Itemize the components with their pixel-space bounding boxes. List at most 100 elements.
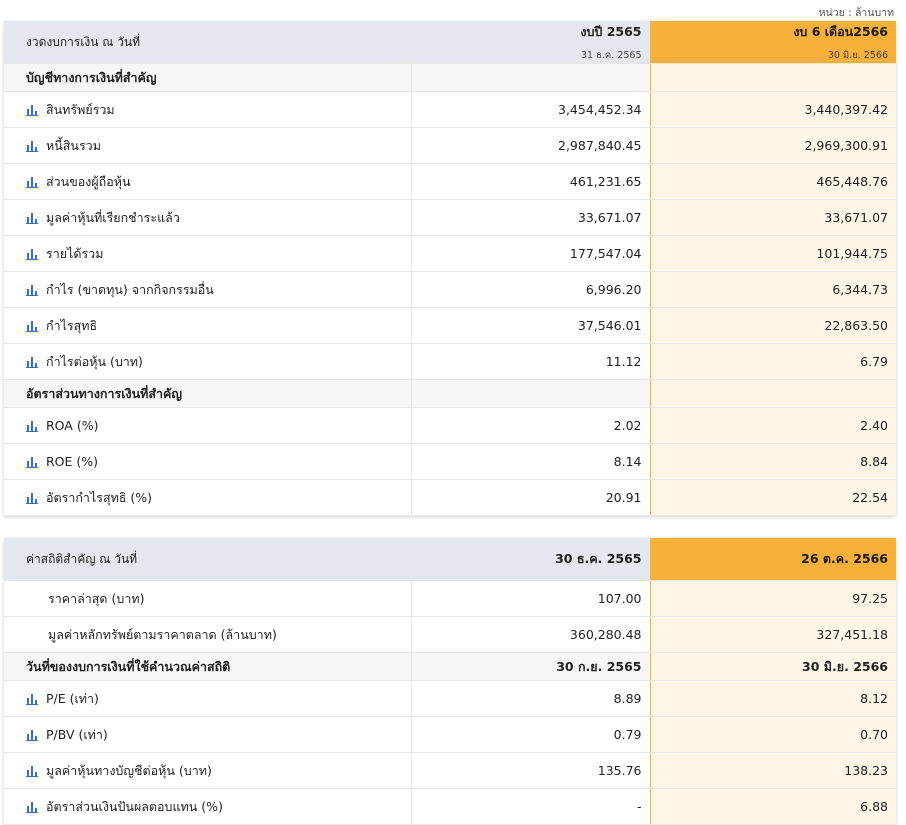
- bar-chart-icon[interactable]: [26, 765, 38, 777]
- row-label: ราคาล่าสุด (บาท): [48, 590, 145, 606]
- table-row: กำไรต่อหุ้น (บาท) 11.12 6.79: [4, 343, 896, 380]
- column-header-date2[interactable]: 26 ต.ค. 2566: [649, 538, 896, 581]
- row-label: ส่วนของผู้ถือหุ้น: [46, 173, 131, 189]
- row-label-cell: กำไร (ขาดทุน) จากกิจกรรมอื่น: [4, 271, 411, 308]
- bar-chart-icon[interactable]: [26, 284, 38, 296]
- value-cell: 33,671.07: [410, 199, 650, 236]
- financial-statements-table: งวดงบการเงิน ณ วันที่ งบปี 2565 31 ธ.ค. …: [4, 21, 896, 516]
- key-statistics-table: ค่าสถิติสำคัญ ณ วันที่ 30 ธ.ค. 2565 26 ต…: [4, 538, 896, 825]
- table-row: อัตรากำไรสุทธิ (%) 20.91 22.54: [4, 479, 896, 516]
- bar-chart-icon[interactable]: [26, 420, 38, 432]
- table-row: มูลค่าหลักทรัพย์ตามราคาตลาด (ล้านบาท) 360…: [4, 616, 896, 653]
- value-cell: 107.00: [410, 580, 650, 617]
- bar-chart-icon[interactable]: [26, 212, 38, 224]
- value-cell: 97.25: [649, 580, 896, 617]
- bar-chart-icon[interactable]: [26, 320, 38, 332]
- bar-chart-icon[interactable]: [26, 456, 38, 468]
- row-label-cell: P/BV (เท่า): [4, 716, 411, 753]
- value-cell: 465,448.76: [649, 163, 896, 200]
- row-label-cell: สินทรัพย์รวม: [4, 91, 411, 128]
- section-title: วันที่ของงบการเงินที่ใช้คำนวณค่าสถิติ: [4, 652, 411, 681]
- value-cell: 33,671.07: [649, 199, 896, 236]
- value-cell: 2,969,300.91: [649, 127, 896, 164]
- row-label: P/E (เท่า): [46, 690, 99, 706]
- section-title: บัญชีทางการเงินที่สำคัญ: [4, 63, 411, 92]
- value-cell: 101,944.75: [649, 235, 896, 272]
- row-label: ROA (%): [46, 418, 99, 433]
- unit-note: หน่วย : ล้านบาท: [818, 7, 894, 19]
- value-cell: 30 ก.ย. 2565: [410, 652, 650, 681]
- value-cell: 2.02: [410, 407, 650, 444]
- column-header-2565[interactable]: งบปี 2565 31 ธ.ค. 2565: [410, 21, 650, 64]
- column-title: งบปี 2565: [580, 23, 642, 39]
- value-cell: 177,547.04: [410, 235, 650, 272]
- value-cell: 2.40: [649, 407, 896, 444]
- value-cell: 6,344.73: [649, 271, 896, 308]
- row-label-cell: อัตราส่วนเงินปันผลตอบแทน (%): [4, 788, 411, 825]
- value-cell: 8.14: [410, 443, 650, 480]
- table-row: มูลค่าหุ้นที่เรียกชำระแล้ว 33,671.07 33,67…: [4, 199, 896, 236]
- row-label: ROE (%): [46, 454, 99, 469]
- value-cell: 22.54: [649, 479, 896, 516]
- row-label: อัตราส่วนเงินปันผลตอบแทน (%): [46, 798, 223, 814]
- row-label: กำไรต่อหุ้น (บาท): [46, 353, 143, 369]
- value-cell: 8.12: [649, 680, 896, 717]
- row-label: มูลค่าหุ้นที่เรียกชำระแล้ว: [46, 209, 180, 225]
- bar-chart-icon[interactable]: [26, 492, 38, 504]
- bar-chart-icon[interactable]: [26, 140, 38, 152]
- value-cell: 6.88: [649, 788, 896, 825]
- row-label-cell: ราคาล่าสุด (บาท): [4, 580, 411, 617]
- table-header-row: งวดงบการเงิน ณ วันที่ งบปี 2565 31 ธ.ค. …: [4, 21, 896, 64]
- bar-chart-icon[interactable]: [26, 693, 38, 705]
- column-header-2566[interactable]: งบ 6 เดือน2566 30 มิ.ย. 2566: [649, 21, 896, 64]
- value-cell: 8.84: [649, 443, 896, 480]
- bar-chart-icon[interactable]: [26, 176, 38, 188]
- table-row: P/BV (เท่า) 0.79 0.70: [4, 716, 896, 753]
- value-cell: 0.70: [649, 716, 896, 753]
- row-label: อัตรากำไรสุทธิ (%): [46, 489, 153, 505]
- value-cell: 2,987,840.45: [410, 127, 650, 164]
- table-row: ราคาล่าสุด (บาท) 107.00 97.25: [4, 580, 896, 617]
- row-label-cell: รายได้รวม: [4, 235, 411, 272]
- value-cell: 461,231.65: [410, 163, 650, 200]
- row-label-cell: P/E (เท่า): [4, 680, 411, 717]
- column-header-date1[interactable]: 30 ธ.ค. 2565: [410, 538, 650, 581]
- row-label-cell: มูลค่าหุ้นที่เรียกชำระแล้ว: [4, 199, 411, 236]
- table-row: หนี้สินรวม 2,987,840.45 2,969,300.91: [4, 127, 896, 164]
- table-row: กำไร (ขาดทุน) จากกิจกรรมอื่น 6,996.20 6,34…: [4, 271, 896, 308]
- bar-chart-icon[interactable]: [26, 356, 38, 368]
- table-row: กำไรสุทธิ 37,546.01 22,863.50: [4, 307, 896, 344]
- row-label-cell: อัตรากำไรสุทธิ (%): [4, 479, 411, 516]
- value-cell: 327,451.18: [649, 616, 896, 653]
- section-row: วันที่ของงบการเงินที่ใช้คำนวณค่าสถิติ 30…: [4, 652, 896, 681]
- stats-header-label: ค่าสถิติสำคัญ ณ วันที่: [4, 538, 411, 581]
- value-cell: 0.79: [410, 716, 650, 753]
- period-header-label: งวดงบการเงิน ณ วันที่: [4, 21, 411, 64]
- row-label: กำไร (ขาดทุน) จากกิจกรรมอื่น: [46, 281, 214, 297]
- value-cell: 20.91: [410, 479, 650, 516]
- value-cell: 30 มิ.ย. 2566: [649, 652, 896, 681]
- value-cell: -: [410, 788, 650, 825]
- bar-chart-icon[interactable]: [26, 248, 38, 260]
- table-row: รายได้รวม 177,547.04 101,944.75: [4, 235, 896, 272]
- row-label: รายได้รวม: [46, 245, 104, 261]
- value-cell: 37,546.01: [410, 307, 650, 344]
- value-cell: 8.89: [410, 680, 650, 717]
- table-row: มูลค่าหุ้นทางบัญชีต่อหุ้น (บาท) 135.76 138…: [4, 752, 896, 789]
- column-title: 26 ต.ค. 2566: [801, 551, 888, 566]
- section-row: บัญชีทางการเงินที่สำคัญ: [4, 63, 896, 92]
- row-label-cell: กำไรต่อหุ้น (บาท): [4, 343, 411, 380]
- bar-chart-icon[interactable]: [26, 729, 38, 741]
- table-header-row: ค่าสถิติสำคัญ ณ วันที่ 30 ธ.ค. 2565 26 ต…: [4, 538, 896, 581]
- bar-chart-icon[interactable]: [26, 104, 38, 116]
- row-label: สินทรัพย์รวม: [46, 101, 115, 117]
- table-row: P/E (เท่า) 8.89 8.12: [4, 680, 896, 717]
- value-cell: 138.23: [649, 752, 896, 789]
- table-row: ROA (%) 2.02 2.40: [4, 407, 896, 444]
- row-label: P/BV (เท่า): [46, 726, 108, 742]
- column-date: 30 มิ.ย. 2566: [827, 49, 888, 61]
- row-label-cell: หนี้สินรวม: [4, 127, 411, 164]
- bar-chart-icon[interactable]: [26, 801, 38, 813]
- value-cell: 3,454,452.34: [410, 91, 650, 128]
- table-row: อัตราส่วนเงินปันผลตอบแทน (%) -6.88: [4, 788, 896, 825]
